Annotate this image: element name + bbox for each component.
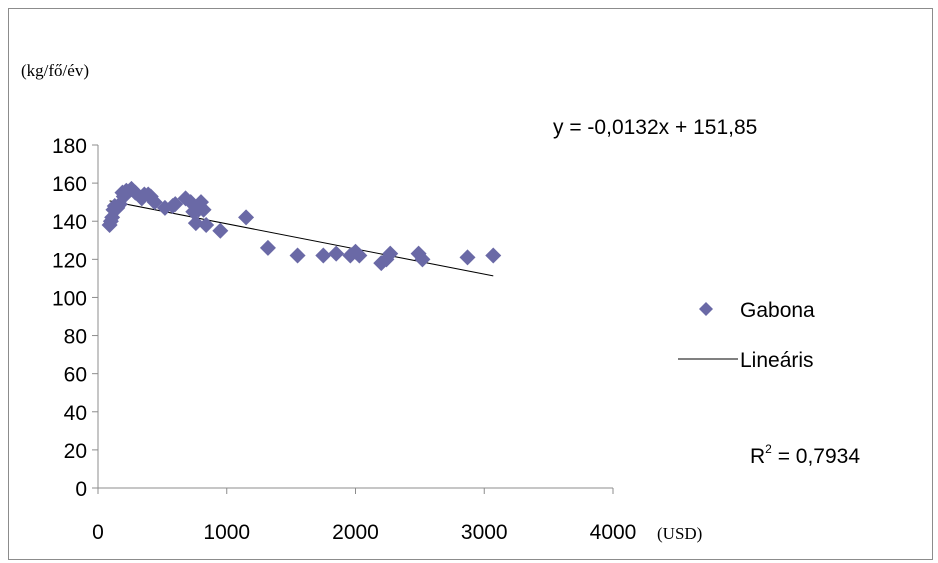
data-point [146,194,163,211]
data-point [187,215,204,232]
legend-label-gabona: Gabona [740,299,815,322]
y-tick-label: 180 [52,135,87,158]
y-tick-label: 80 [64,326,87,349]
data-point [198,217,215,234]
x-axis-unit-label: (USD) [657,524,702,543]
trendline-path [109,200,494,277]
y-tick-label: 40 [64,402,87,425]
scatter-chart: 0 20 40 60 80 100 120 140 160 180 0 1000 2000 3000 40… [21,61,860,544]
data-points [101,180,502,272]
y-tick-label: 0 [75,478,87,501]
x-tick-label: 3000 [461,521,508,544]
trend-equation: y = -0,0132x + 151,85 [553,116,757,139]
data-point [328,245,345,262]
x-ticks: 0 1000 2000 3000 4000 [92,488,636,544]
data-point [414,251,431,268]
data-point [485,247,502,264]
legend-label-linearis: Lineáris [740,349,814,372]
data-point [315,247,332,264]
x-tick-label: 2000 [332,521,379,544]
legend: Gabona Lineáris [678,299,815,372]
y-tick-label: 60 [64,364,87,387]
data-point [238,209,255,226]
data-point [195,201,212,218]
trendline [109,200,494,277]
y-tick-label: 100 [52,287,87,310]
data-point [167,196,184,213]
y-ticks: 0 20 40 60 80 100 120 140 160 180 [52,135,98,501]
y-tick-label: 120 [52,249,87,272]
data-point [382,245,399,262]
data-point [212,222,229,239]
legend-marker-gabona [699,302,713,316]
y-tick-label: 160 [52,173,87,196]
y-tick-label: 20 [64,440,87,463]
data-point [289,247,306,264]
x-tick-label: 1000 [203,521,250,544]
data-point [259,239,276,256]
x-tick-label: 4000 [590,521,637,544]
x-tick-label: 0 [92,521,104,544]
data-point [351,247,368,264]
y-tick-label: 140 [52,211,87,234]
y-axis-unit-label: (kg/fő/év) [21,61,89,80]
r-squared-label: R2 = 0,7934 [750,442,860,468]
data-point [459,249,476,266]
chart-frame: 0 20 40 60 80 100 120 140 160 180 0 1000 2000 3000 40… [8,8,933,560]
